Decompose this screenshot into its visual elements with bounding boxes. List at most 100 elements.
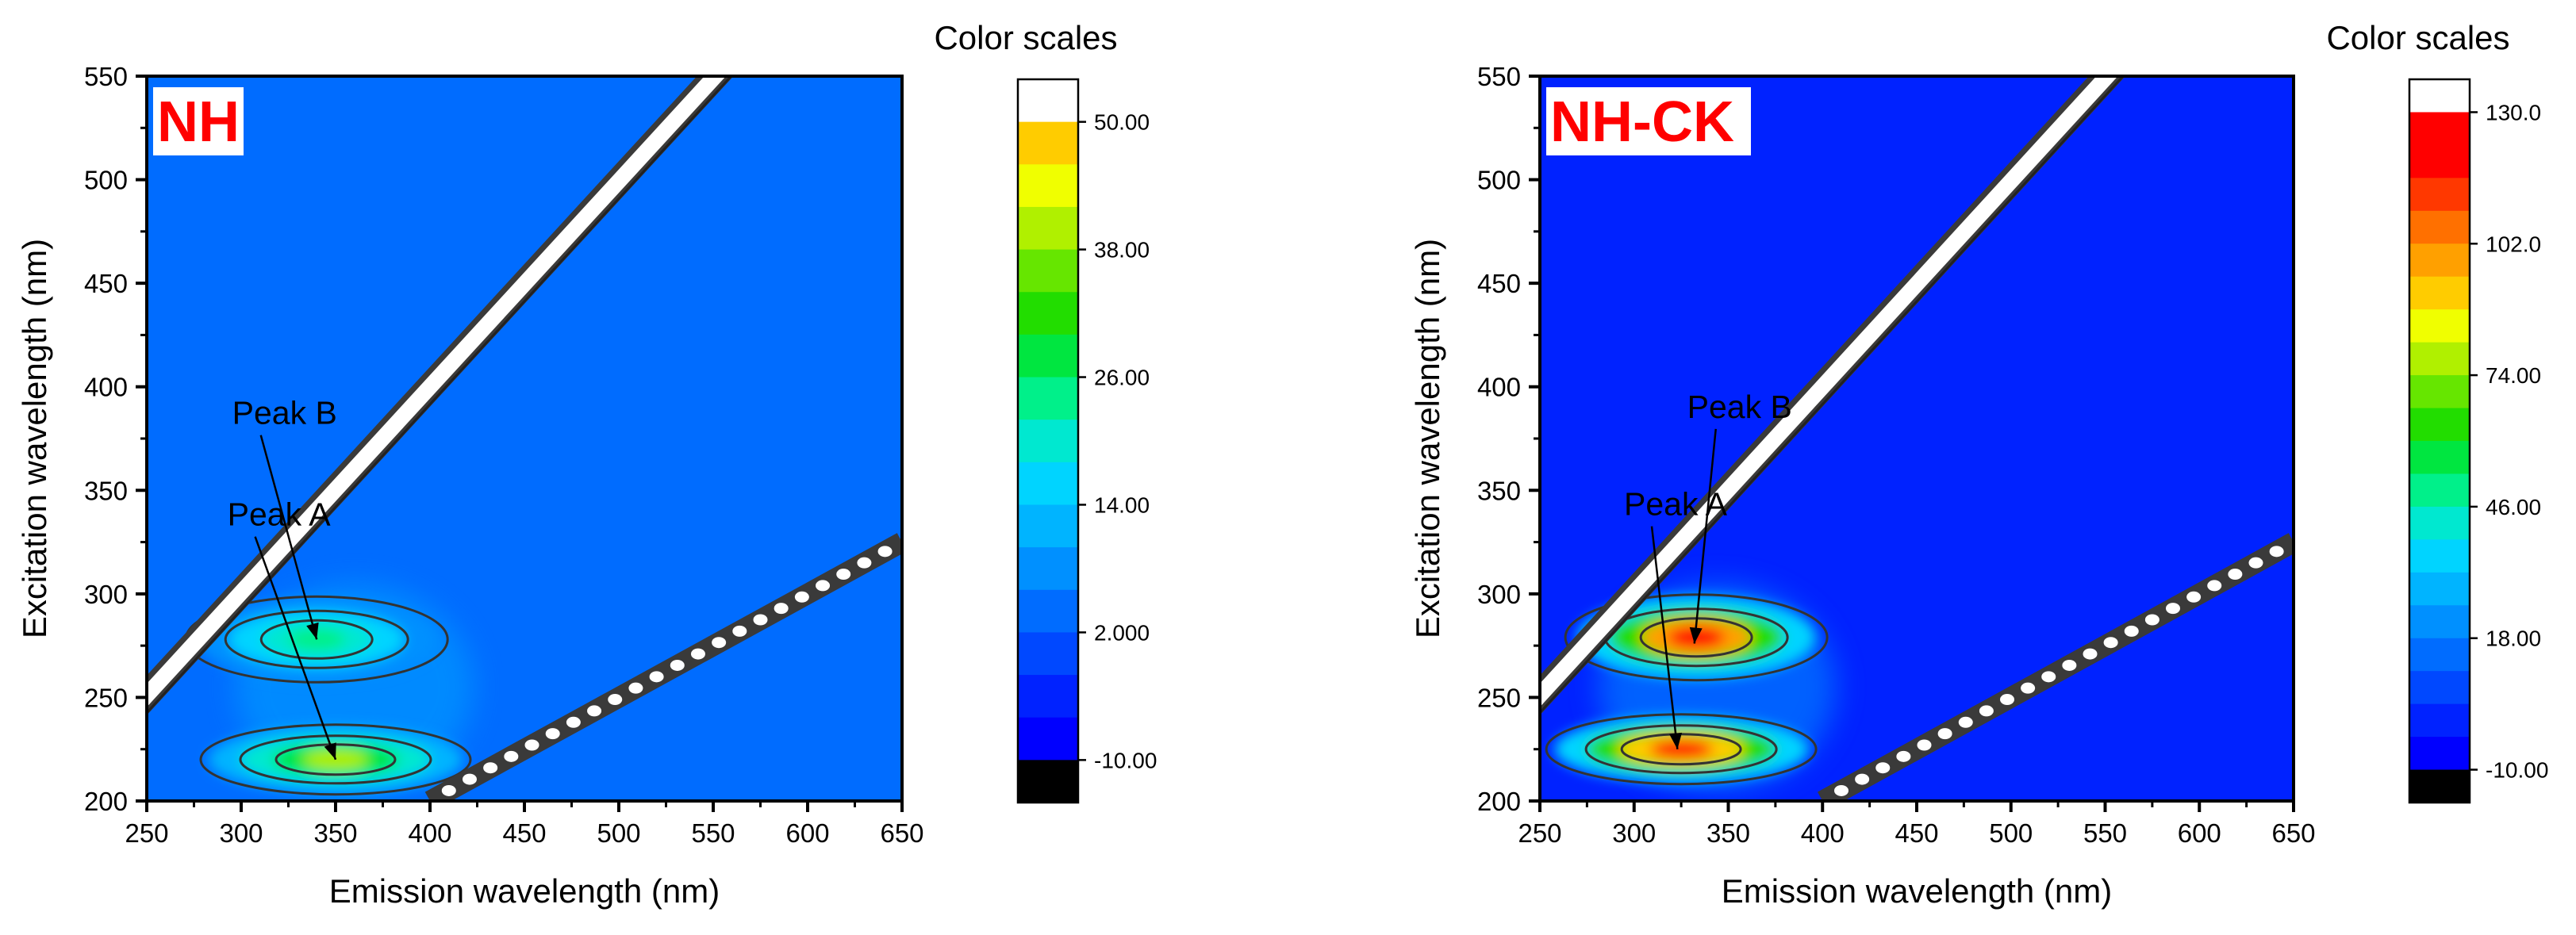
- colorbar-segment: [2409, 408, 2470, 442]
- rayleigh-scatter-second-order: [424, 533, 902, 801]
- colorbar-tick-label: -10.00: [2486, 758, 2548, 783]
- peak-arrow-head: [324, 742, 336, 760]
- scatter-bead: [2103, 637, 2118, 649]
- y-tick-label: 500: [84, 166, 128, 195]
- colorbar: Color scales -10.00 18.00 46.00 74.00 102.0 13…: [2326, 19, 2548, 804]
- colorbar-segment: [1018, 334, 1078, 378]
- x-tick-label: 650: [880, 818, 923, 848]
- colorbar-segment: [2409, 375, 2470, 409]
- y-tick-label: 250: [1477, 683, 1521, 712]
- colorbar-segment: [1018, 79, 1078, 122]
- x-axis-label: Emission wavelength (nm): [329, 872, 720, 910]
- colorbar-segment: [2409, 144, 2470, 178]
- x-tick-label: 250: [125, 818, 168, 848]
- x-tick-label: 500: [1989, 818, 2033, 848]
- plot-area: [147, 76, 902, 801]
- colorbar-segment: [2409, 441, 2470, 475]
- rayleigh-scatter-second-order: [1817, 533, 2294, 801]
- scatter-bead: [587, 705, 602, 717]
- y-tick-label: 300: [84, 580, 128, 609]
- colorbar-segment: [1018, 760, 1078, 803]
- scatter-bead: [2021, 682, 2036, 694]
- scatter-bead: [2144, 614, 2159, 626]
- scatter-bead: [774, 603, 789, 615]
- peak-a-band: [1649, 739, 1714, 759]
- colorbar-segment: [1018, 164, 1078, 208]
- colorbar-title: Color scales: [2326, 19, 2509, 56]
- colorbar-tick-label: 50.00: [1094, 110, 1150, 135]
- contour-line-b: [259, 619, 374, 660]
- colorbar-segment: [1018, 504, 1078, 548]
- x-tick-label: 350: [313, 818, 357, 848]
- y-tick-label: 550: [84, 62, 128, 91]
- rayleigh-scatter-first-order: [147, 76, 734, 715]
- colorbar-segment: [2409, 342, 2470, 376]
- x-tick-label: 550: [691, 818, 735, 848]
- y-tick-label: 250: [84, 683, 128, 712]
- colorbar-segment: [2409, 210, 2470, 244]
- y-tick-label: 200: [84, 787, 128, 816]
- peak-label: Peak A: [1624, 486, 1728, 523]
- colorbar-segment: [2409, 605, 2470, 639]
- scatter-bead: [1937, 728, 1952, 740]
- plot-area: [1540, 76, 2294, 801]
- scatter-bead: [2269, 546, 2284, 558]
- scatter-bead: [1875, 762, 1891, 774]
- x-axis: 250 300 350 400 450 500 550 600 650: [125, 801, 924, 848]
- scatter-bead: [1958, 716, 1973, 728]
- panel-label: NH-CK: [1550, 90, 1734, 154]
- peak-arrow-line: [1693, 428, 1717, 644]
- scatter-edge: [147, 76, 733, 715]
- y-axis: 200 250 300 350 400 450 500 550: [84, 62, 147, 816]
- scatter-bead: [753, 614, 768, 626]
- colorbar-segment: [1018, 547, 1078, 591]
- y-tick-label: 550: [1477, 62, 1521, 91]
- colorbar-segment: [1018, 121, 1078, 165]
- scatter-bead: [483, 762, 498, 774]
- x-tick-label: 550: [2083, 818, 2127, 848]
- panel-nh-ck: 250 300 350 400 450 500 550 600 6502002503003504…: [1409, 19, 2548, 910]
- peak-label: Peak B: [232, 395, 337, 431]
- panel-label-box: [1546, 87, 1751, 155]
- rayleigh-scatter-first-order: [1540, 76, 2126, 715]
- peak-arrow-line: [259, 435, 318, 640]
- x-tick-label: 650: [2271, 818, 2315, 848]
- colorbar-segment: [2409, 79, 2470, 113]
- x-tick-label: 300: [219, 818, 263, 848]
- scatter-bead: [566, 716, 581, 728]
- contour-line-a: [1584, 724, 1778, 775]
- scatter-bead: [545, 728, 560, 740]
- colorbar-frame: [2408, 78, 2471, 804]
- contour-line-b: [1564, 593, 1829, 682]
- colorbar-tick-label: 26.00: [1094, 366, 1150, 390]
- peak-arrow-head: [1669, 732, 1683, 749]
- x-tick-label: 600: [785, 818, 829, 848]
- x-tick-label: 600: [2178, 818, 2221, 848]
- x-tick-label: 450: [502, 818, 546, 848]
- colorbar-segment: [1018, 249, 1078, 293]
- colorbar-segment: [1018, 717, 1078, 761]
- y-axis: 200 250 300 350 400 450 500 550: [1477, 62, 1540, 816]
- scatter-core: [147, 76, 727, 707]
- colorbar-segment: [2409, 178, 2470, 212]
- scatter-edge: [1540, 76, 2125, 715]
- scatter-bead: [628, 682, 643, 694]
- colorbar-segment: [2409, 506, 2470, 540]
- scatter-bead: [2166, 603, 2180, 615]
- colorbar-tick-label: 74.00: [2486, 363, 2541, 388]
- x-tick-label: 400: [408, 818, 451, 848]
- scatter-bead: [690, 648, 705, 660]
- scatter-bead: [1855, 773, 1870, 785]
- colorbar-segment: [1018, 377, 1078, 420]
- scatter-bead: [2186, 591, 2202, 603]
- scatter-bead: [857, 557, 872, 569]
- scatter-bead: [2124, 625, 2139, 637]
- scatter-bead: [1834, 784, 1849, 796]
- colorbar-segment: [1018, 589, 1078, 634]
- colorbar-segment: [2409, 671, 2470, 705]
- scatter-bead: [1979, 705, 1994, 717]
- colorbar-segment: [2409, 572, 2470, 606]
- scatter-bead: [2062, 659, 2077, 671]
- scatter-bead: [2228, 569, 2243, 581]
